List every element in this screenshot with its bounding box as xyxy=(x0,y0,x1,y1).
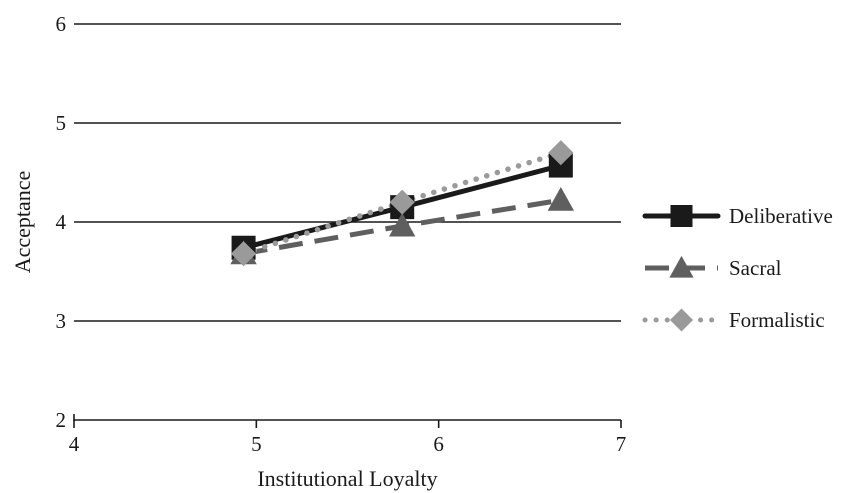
y-tick-label-2: 2 xyxy=(56,408,67,432)
point-sacral-1 xyxy=(389,212,416,237)
point-formalistic-0 xyxy=(230,241,257,267)
x-tick-label-7: 7 xyxy=(616,432,627,456)
y-tick-label-5: 5 xyxy=(56,111,67,135)
legend: Deliberative Sacral Formalistic xyxy=(642,204,833,332)
x-tick-label-5: 5 xyxy=(251,432,262,456)
point-formalistic-2 xyxy=(548,140,574,166)
legend-marker-deliberative xyxy=(670,205,693,227)
x-tick-label-4: 4 xyxy=(69,432,80,456)
x-tick-label-6: 6 xyxy=(433,432,444,456)
legend-marker-sacral xyxy=(669,255,694,278)
legend-marker-formalistic xyxy=(669,308,694,332)
y-axis-label: Acceptance xyxy=(10,171,35,274)
grid-lines xyxy=(74,23,621,322)
series-group xyxy=(230,140,575,267)
tick-labels: 2 3 4 5 6 4 5 6 7 xyxy=(56,12,627,456)
legend-label-sacral: Sacral xyxy=(729,256,782,280)
point-formalistic-1 xyxy=(389,189,415,215)
y-tick-label-3: 3 xyxy=(56,309,67,333)
x-axis-label: Institutional Loyalty xyxy=(257,466,437,491)
point-sacral-2 xyxy=(547,187,575,211)
legend-label-formalistic: Formalistic xyxy=(729,308,825,332)
y-tick-label-4: 4 xyxy=(56,210,67,234)
axes xyxy=(73,414,622,428)
legend-label-deliberative: Deliberative xyxy=(729,204,833,228)
y-tick-label-6: 6 xyxy=(56,12,67,36)
